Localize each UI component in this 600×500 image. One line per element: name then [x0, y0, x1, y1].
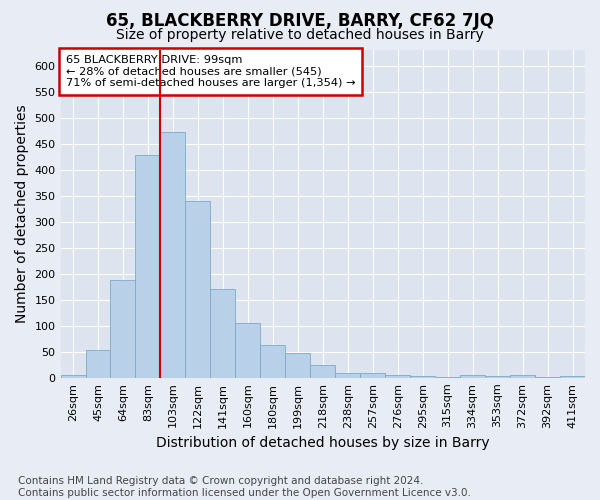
Y-axis label: Number of detached properties: Number of detached properties [15, 104, 29, 323]
Bar [385, 374, 410, 378]
Bar [185, 201, 211, 378]
Bar [360, 372, 385, 378]
Bar [136, 155, 160, 378]
Bar [560, 376, 585, 378]
Text: Contains HM Land Registry data © Crown copyright and database right 2024.
Contai: Contains HM Land Registry data © Crown c… [18, 476, 471, 498]
Text: Size of property relative to detached houses in Barry: Size of property relative to detached ho… [116, 28, 484, 42]
Bar [335, 372, 360, 378]
Bar [485, 376, 510, 378]
X-axis label: Distribution of detached houses by size in Barry: Distribution of detached houses by size … [156, 436, 490, 450]
Bar [286, 353, 310, 378]
Bar [310, 365, 335, 378]
Bar [510, 375, 535, 378]
Bar [235, 322, 260, 378]
Bar [435, 377, 460, 378]
Bar [535, 377, 560, 378]
Bar [110, 280, 136, 378]
Bar [160, 132, 185, 378]
Text: 65, BLACKBERRY DRIVE, BARRY, CF62 7JQ: 65, BLACKBERRY DRIVE, BARRY, CF62 7JQ [106, 12, 494, 30]
Bar [211, 290, 235, 378]
Bar [460, 375, 485, 378]
Bar [260, 345, 286, 378]
Bar [410, 376, 435, 378]
Bar [61, 375, 86, 378]
Text: 65 BLACKBERRY DRIVE: 99sqm
← 28% of detached houses are smaller (545)
71% of sem: 65 BLACKBERRY DRIVE: 99sqm ← 28% of deta… [66, 55, 355, 88]
Bar [86, 350, 110, 378]
